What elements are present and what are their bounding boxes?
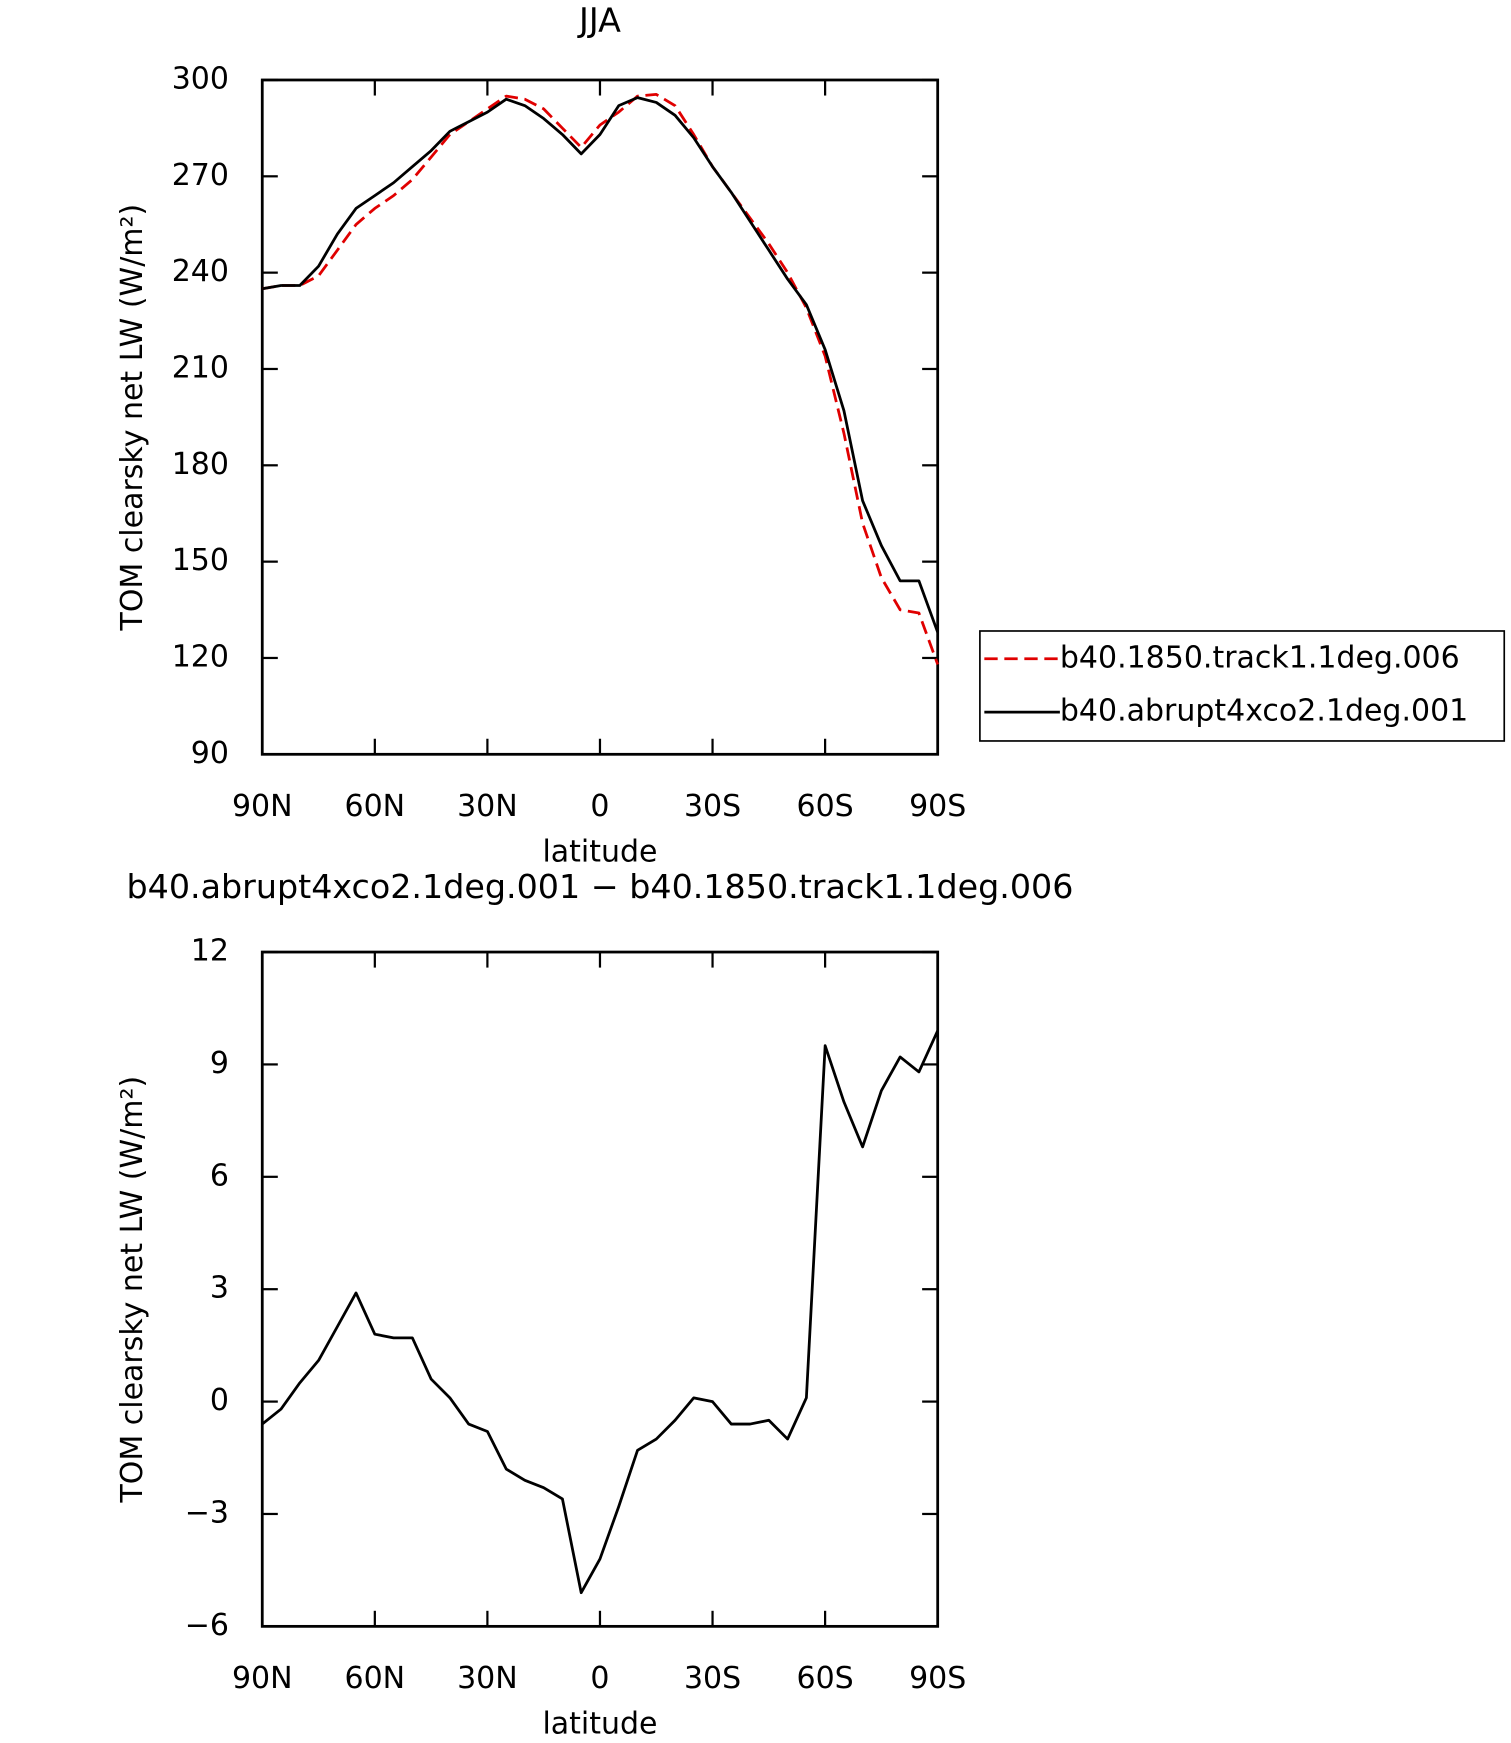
x-tick-label: 30N xyxy=(457,1661,518,1696)
x-axis-label: latitude xyxy=(542,1707,657,1742)
x-tick-label: 30S xyxy=(684,789,741,824)
legend-label: b40.1850.track1.1deg.006 xyxy=(1060,640,1460,675)
x-axis-label: latitude xyxy=(542,835,657,870)
y-tick-label: 12 xyxy=(191,934,229,969)
y-tick-label: 180 xyxy=(172,447,229,482)
x-tick-label: 60N xyxy=(345,1661,406,1696)
y-axis-label: TOM clearsky net LW (W/m²) xyxy=(115,1076,150,1504)
legend-box xyxy=(979,630,1506,742)
y-tick-label: 300 xyxy=(172,61,229,96)
x-tick-label: 60S xyxy=(797,789,854,824)
x-tick-label: 0 xyxy=(590,789,609,824)
legend-label: b40.abrupt4xco2.1deg.001 xyxy=(1060,694,1468,729)
y-tick-label: 90 xyxy=(191,736,229,771)
x-tick-label: 90S xyxy=(909,789,966,824)
y-axis-label: TOM clearsky net LW (W/m²) xyxy=(115,204,150,632)
y-tick-label: 120 xyxy=(172,639,229,674)
y-tick-label: −6 xyxy=(185,1608,229,1643)
data-line xyxy=(261,1030,939,1595)
data-line xyxy=(262,96,939,633)
y-tick-label: 270 xyxy=(172,158,229,193)
x-tick-label: 90N xyxy=(232,789,293,824)
y-tick-label: 240 xyxy=(172,254,229,289)
y-tick-label: 6 xyxy=(210,1158,229,1193)
x-tick-label: 90S xyxy=(909,1661,966,1696)
chart-title: JJA xyxy=(577,1,621,40)
x-tick-label: 0 xyxy=(590,1661,609,1696)
data-line xyxy=(262,93,939,665)
y-tick-label: 210 xyxy=(172,350,229,385)
x-tick-label: 30N xyxy=(457,789,518,824)
chart-title: b40.abrupt4xco2.1deg.001 − b40.1850.trac… xyxy=(126,867,1073,906)
y-tick-label: 3 xyxy=(210,1271,229,1306)
x-tick-label: 60N xyxy=(345,789,406,824)
y-tick-label: −3 xyxy=(185,1495,229,1530)
plot-frame xyxy=(260,78,940,756)
plot-frame xyxy=(260,950,940,1628)
y-tick-label: 9 xyxy=(210,1046,229,1081)
x-tick-label: 90N xyxy=(232,1661,293,1696)
x-tick-label: 60S xyxy=(797,1661,854,1696)
x-tick-label: 30S xyxy=(684,1661,741,1696)
y-tick-label: 150 xyxy=(172,543,229,578)
y-tick-label: 0 xyxy=(210,1383,229,1418)
